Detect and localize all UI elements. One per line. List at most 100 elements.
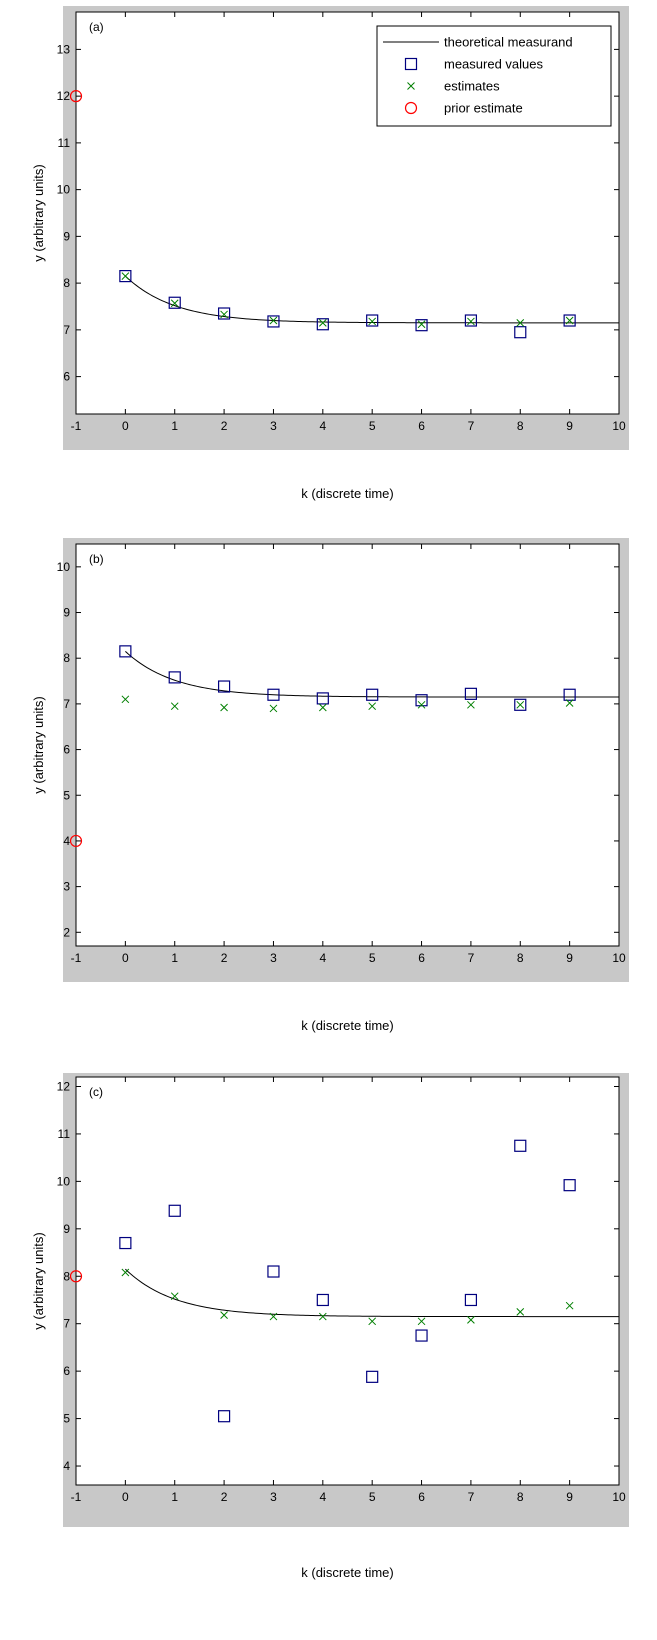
x-tick-label: 4 bbox=[319, 419, 326, 433]
measured-point bbox=[316, 318, 329, 331]
axes-box bbox=[75, 543, 620, 947]
x-tick-label: 7 bbox=[468, 1490, 475, 1504]
theoretical-curve bbox=[125, 275, 619, 324]
x-tick-label: 0 bbox=[122, 951, 129, 965]
x-tick-label: -1 bbox=[71, 1490, 82, 1504]
y-axis-label: y (arbitrary units) bbox=[31, 164, 46, 262]
x-tick-label: 6 bbox=[418, 1490, 425, 1504]
estimate-point bbox=[516, 318, 525, 327]
estimate-point bbox=[417, 1317, 426, 1326]
y-tick-label: 9 bbox=[63, 606, 70, 620]
measured-point bbox=[415, 1329, 428, 1342]
x-tick-label: 9 bbox=[566, 951, 573, 965]
measured-point bbox=[415, 694, 428, 707]
estimate-point bbox=[516, 700, 525, 709]
measured-point bbox=[217, 307, 231, 320]
y-tick-label: 8 bbox=[63, 651, 70, 665]
y-tick-label: 5 bbox=[63, 1412, 70, 1426]
x-tick-label: 1 bbox=[171, 1490, 178, 1504]
prior-point bbox=[69, 90, 83, 103]
legend-square-symbol bbox=[404, 57, 418, 71]
x-tick-label: 8 bbox=[517, 951, 524, 965]
estimate-point bbox=[467, 317, 475, 326]
estimate-point bbox=[565, 1301, 574, 1310]
estimate-point bbox=[516, 1307, 525, 1316]
estimate-point bbox=[269, 704, 278, 713]
y-tick-label: 9 bbox=[63, 229, 70, 243]
measured-point bbox=[563, 1179, 576, 1192]
prior-point bbox=[69, 1270, 83, 1283]
measured-point bbox=[464, 1293, 478, 1307]
y-tick-label: 6 bbox=[63, 1364, 70, 1378]
panel-label: (b) bbox=[89, 552, 104, 566]
estimate-point bbox=[318, 318, 327, 327]
measured-point bbox=[464, 687, 478, 700]
estimate-point bbox=[170, 702, 179, 711]
x-tick-label: 10 bbox=[612, 419, 626, 433]
legend-label: measured values bbox=[444, 57, 543, 72]
y-tick-label: 11 bbox=[58, 136, 71, 150]
y-tick-label: 9 bbox=[63, 1222, 70, 1236]
y-tick-label: 10 bbox=[57, 1174, 71, 1188]
x-tick-label: 4 bbox=[319, 951, 326, 965]
measured-point bbox=[366, 1370, 379, 1383]
estimate-point bbox=[467, 1316, 475, 1324]
x-tick-label: 8 bbox=[517, 1490, 524, 1504]
estimate-point bbox=[121, 1268, 130, 1277]
x-tick-label: 1 bbox=[171, 419, 178, 433]
measured-point bbox=[316, 1293, 329, 1307]
x-tick-label: 9 bbox=[566, 1490, 573, 1504]
estimate-point bbox=[269, 1312, 278, 1321]
measured-point bbox=[464, 314, 478, 327]
x-tick-label: 7 bbox=[468, 419, 475, 433]
measured-point bbox=[168, 296, 181, 309]
x-tick-label: 10 bbox=[612, 951, 626, 965]
y-tick-label: 7 bbox=[63, 697, 70, 711]
x-tick-label: 3 bbox=[270, 419, 277, 433]
measured-point bbox=[267, 688, 280, 701]
chart-panel-b: -1 0 1 2 3 4 5 6 7 8 9 10 2 3 4 5 6 7 8 9 10 k (discrete time… bbox=[31, 538, 629, 1033]
panel-label: (a) bbox=[89, 20, 104, 34]
x-axis-label: k (discrete time) bbox=[301, 486, 393, 501]
x-tick-label: 5 bbox=[369, 1490, 376, 1504]
y-tick-label: 10 bbox=[57, 183, 71, 197]
y-tick-label: 7 bbox=[63, 1317, 70, 1331]
measured-point bbox=[168, 1204, 181, 1217]
y-tick-label: 2 bbox=[63, 925, 70, 939]
estimate-point bbox=[220, 703, 228, 712]
x-tick-label: 10 bbox=[612, 1490, 626, 1504]
measured-point bbox=[514, 326, 527, 339]
estimate-point bbox=[220, 310, 228, 319]
y-tick-label: 12 bbox=[57, 1079, 71, 1093]
y-tick-label: 6 bbox=[63, 370, 70, 384]
y-tick-label: 8 bbox=[63, 276, 70, 290]
x-tick-label: 7 bbox=[468, 951, 475, 965]
measured-point bbox=[217, 680, 231, 693]
x-tick-label: 2 bbox=[221, 1490, 228, 1504]
estimate-point bbox=[318, 1312, 327, 1321]
theoretical-curve bbox=[125, 650, 619, 698]
measured-point bbox=[563, 688, 576, 701]
estimate-point bbox=[121, 272, 130, 280]
estimate-point bbox=[467, 700, 475, 709]
x-tick-label: 5 bbox=[369, 951, 376, 965]
measured-point bbox=[119, 270, 132, 283]
estimate-point bbox=[121, 695, 130, 704]
axes-box bbox=[75, 1076, 620, 1486]
y-tick-label: 3 bbox=[63, 880, 70, 894]
estimate-point bbox=[170, 1292, 179, 1301]
estimate-point bbox=[170, 299, 179, 308]
x-axis-label: k (discrete time) bbox=[301, 1565, 393, 1580]
x-tick-label: 2 bbox=[221, 951, 228, 965]
y-tick-label: 5 bbox=[63, 788, 70, 802]
measured-point bbox=[366, 688, 379, 701]
x-tick-label: 9 bbox=[566, 419, 573, 433]
x-tick-label: 0 bbox=[122, 419, 129, 433]
y-tick-label: 7 bbox=[63, 323, 70, 337]
prior-point bbox=[69, 834, 83, 848]
measured-point bbox=[267, 1265, 280, 1278]
estimate-point bbox=[318, 703, 327, 712]
measured-point bbox=[316, 692, 329, 705]
